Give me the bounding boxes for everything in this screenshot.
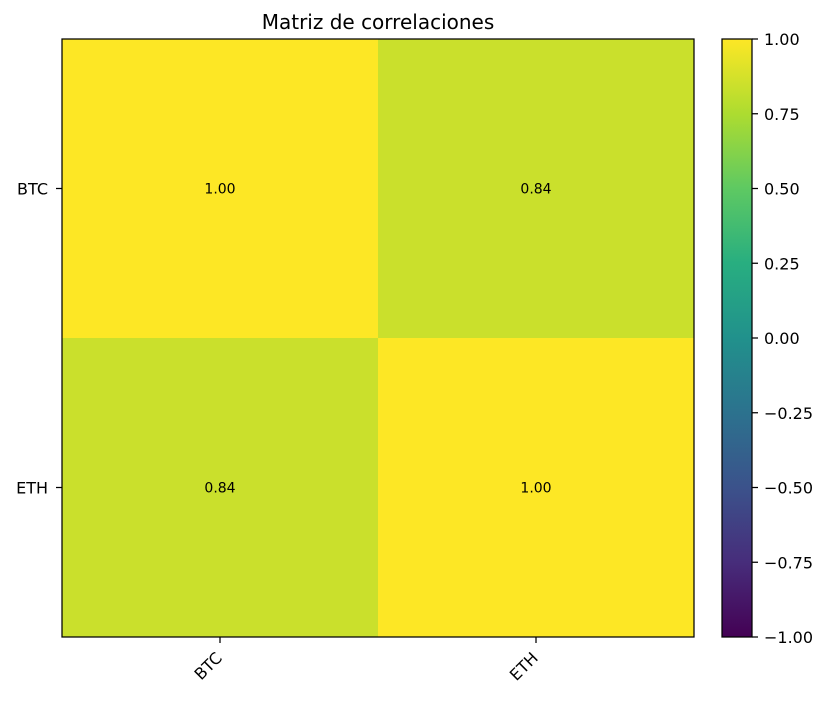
cell-value-label: 0.84 <box>520 182 551 198</box>
colorbar-tick-label: 0.25 <box>764 254 800 273</box>
chart-title: Matriz de correlaciones <box>262 10 495 34</box>
cell-value-label: 1.00 <box>520 481 551 497</box>
plot-frame <box>61 38 695 638</box>
colorbar-tick-label: 0.75 <box>764 105 800 124</box>
x-tick-label: ETH <box>506 648 542 684</box>
colorbar <box>721 38 753 638</box>
colorbar-tick-label: 0.00 <box>764 329 800 348</box>
colorbar-ticks: 1.00 0.75 0.50 0.25 0.00 −0.25 −0.50 −0.75 −1.00 <box>752 30 813 647</box>
colorbar-tick-label: −0.75 <box>764 553 813 572</box>
heatmap-cells <box>62 39 695 638</box>
y-tick-label: ETH <box>16 479 48 498</box>
colorbar-tick-label: 1.00 <box>764 30 800 49</box>
x-axis-ticks: BTC ETH <box>190 637 542 684</box>
colorbar-tick-label: −0.50 <box>764 479 813 498</box>
x-tick-label: BTC <box>190 648 225 683</box>
heatmap-cell-btc-btc <box>62 39 379 339</box>
heatmap-cell-labels: 1.00 0.84 0.84 1.00 <box>204 182 551 497</box>
cell-value-label: 1.00 <box>204 182 235 198</box>
colorbar-tick-label: 0.50 <box>764 180 800 199</box>
heatmap-cell-btc-eth <box>378 39 695 339</box>
colorbar-tick-label: −0.25 <box>764 404 813 423</box>
y-axis-ticks: BTC ETH <box>16 180 62 498</box>
colorbar-tick-label: −1.00 <box>764 628 813 647</box>
heatmap-cell-eth-btc <box>62 338 379 638</box>
cell-value-label: 0.84 <box>204 481 235 497</box>
heatmap-cell-eth-eth <box>378 338 695 638</box>
y-tick-label: BTC <box>17 180 48 199</box>
